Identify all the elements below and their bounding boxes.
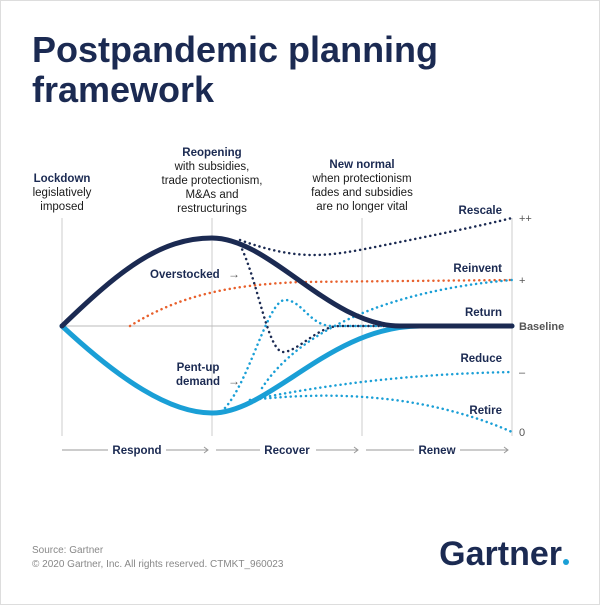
arrow: → [228, 267, 240, 281]
stage-label: Respond [112, 445, 161, 457]
phase-heading: Lockdown [34, 173, 91, 185]
logo: Gartner [439, 535, 562, 573]
outcome-label: Return [465, 307, 502, 319]
phase-heading: Reopening [182, 147, 241, 159]
level-label: ++ [519, 213, 532, 225]
phase-text: restructurings [177, 203, 247, 215]
title-line: framework [32, 69, 215, 110]
phase-text: trade protectionism, [162, 175, 263, 187]
curves [59, 216, 515, 434]
outcome-label: Rescale [459, 205, 502, 217]
title-line: Postpandemic planning [32, 29, 438, 70]
arrow: → [228, 374, 240, 388]
outcome-label: Retire [469, 405, 502, 417]
phase-heading: New normal [329, 159, 394, 171]
annotation: Overstocked [150, 269, 220, 281]
phase-text: imposed [40, 201, 83, 213]
source: Source: Gartner [32, 545, 104, 556]
level-label: + [519, 275, 525, 287]
outcome-label: Reduce [460, 353, 502, 365]
stage-label: Renew [418, 445, 455, 457]
stage-label: Recover [264, 445, 310, 457]
level-label: – [519, 367, 526, 379]
outcome-label: Reinvent [453, 263, 502, 275]
phase-text: when protectionism [311, 173, 411, 185]
logo-dot [563, 559, 569, 565]
phase-text: fades and subsidies [311, 187, 413, 199]
annotation: demand [176, 376, 220, 388]
level-label: 0 [519, 427, 525, 439]
level-label: Baseline [519, 321, 564, 333]
phase-text: M&As and [185, 189, 238, 201]
phase-text: are no longer vital [316, 201, 407, 213]
phase-text: legislatively [33, 187, 92, 199]
stage-arrows [62, 446, 509, 454]
copyright: © 2020 Gartner, Inc. All rights reserved… [32, 559, 284, 570]
annotation: Pent-up [177, 362, 220, 374]
phase-text: with subsidies, [174, 161, 250, 173]
